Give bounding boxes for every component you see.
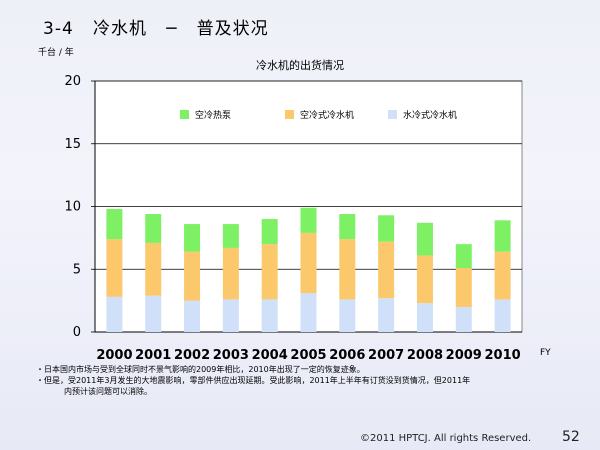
bar-water-cooled-chiller-2002 — [184, 300, 201, 332]
bar-air-cooled-chiller-2008 — [416, 255, 433, 304]
x-tick-label: 2007 — [368, 348, 404, 363]
x-tick-label: 2003 — [213, 348, 249, 363]
x-tick-label: 2000 — [96, 348, 132, 363]
bar-air-heat-pump-2002 — [184, 224, 201, 252]
bar-air-heat-pump-2003 — [222, 224, 239, 248]
bar-air-cooled-chiller-2000 — [106, 239, 123, 297]
footnote-2-continued: 内预计该问题可以消除。 — [64, 387, 152, 396]
legend-label: 空冷热泵 — [195, 109, 231, 121]
legend-label: 空冷式冷水机 — [300, 109, 354, 121]
y-unit-label: 千台 / 年 — [38, 48, 74, 58]
slide-title: 3-4 冷水机 ─ 普及状况 — [43, 19, 269, 39]
legend-swatch — [285, 110, 294, 119]
x-axis-label: FY — [540, 348, 551, 358]
y-tick-label: 20 — [64, 74, 81, 89]
bar-air-cooled-chiller-2005 — [300, 232, 317, 294]
bar-air-cooled-chiller-2002 — [184, 251, 201, 301]
bar-water-cooled-chiller-2004 — [261, 299, 278, 332]
x-tick-label: 2005 — [290, 348, 326, 363]
bar-air-heat-pump-2004 — [261, 219, 278, 245]
bar-air-heat-pump-2009 — [455, 244, 472, 268]
copyright-footer: ©2011 HPTCJ. All rights Reserved. — [360, 433, 532, 444]
bar-water-cooled-chiller-2008 — [416, 303, 433, 332]
legend-label: 水冷式冷水机 — [403, 109, 457, 121]
bar-air-heat-pump-2005 — [300, 207, 317, 233]
y-tick-label: 0 — [73, 325, 81, 340]
x-tick-label: 2002 — [174, 348, 210, 363]
bar-air-heat-pump-2010 — [494, 220, 511, 252]
bar-air-heat-pump-2007 — [378, 215, 395, 242]
legend-swatch — [388, 110, 397, 119]
bar-air-cooled-chiller-2004 — [261, 244, 278, 300]
bar-air-cooled-chiller-2001 — [145, 242, 162, 296]
bar-water-cooled-chiller-2009 — [455, 306, 472, 332]
bar-air-heat-pump-2001 — [145, 214, 162, 243]
bar-water-cooled-chiller-2001 — [145, 295, 162, 332]
bar-water-cooled-chiller-2007 — [378, 298, 395, 332]
x-tick-label: 2004 — [252, 348, 288, 363]
bar-air-cooled-chiller-2010 — [494, 251, 511, 300]
x-tick-label: 2010 — [484, 348, 520, 363]
x-tick-label: 2009 — [446, 348, 482, 363]
x-tick-label: 2008 — [407, 348, 443, 363]
footnote-2: ・但是，受2011年3月发生的大地震影响，零部件供应出现延期。受此影响，2011… — [36, 376, 471, 385]
bar-air-heat-pump-2008 — [416, 222, 433, 256]
bar-air-cooled-chiller-2009 — [455, 267, 472, 307]
bar-air-cooled-chiller-2007 — [378, 241, 395, 299]
bar-water-cooled-chiller-2005 — [300, 293, 317, 332]
chart-title: 冷水机的出货情况 — [256, 59, 344, 72]
bar-air-heat-pump-2006 — [339, 214, 356, 240]
bar-water-cooled-chiller-2003 — [222, 299, 239, 332]
bar-water-cooled-chiller-2006 — [339, 299, 356, 332]
y-tick-label: 15 — [64, 137, 81, 152]
page-number: 52 — [562, 429, 580, 445]
x-tick-label: 2001 — [135, 348, 171, 363]
bar-water-cooled-chiller-2000 — [106, 296, 123, 332]
y-tick-label: 5 — [73, 262, 81, 277]
bar-air-cooled-chiller-2006 — [339, 239, 356, 300]
footnote-1: ・日本国内市场与受到全球同时不景气影响的2009年相比，2010年出现了一定的恢… — [36, 365, 365, 374]
bar-water-cooled-chiller-2010 — [494, 299, 511, 332]
x-tick-label: 2006 — [329, 348, 365, 363]
footnotes: ・日本国内市场与受到全球同时不景气影响的2009年相比，2010年出现了一定的恢… — [36, 364, 470, 397]
y-tick-label: 10 — [64, 200, 81, 215]
bar-air-cooled-chiller-2003 — [222, 247, 239, 300]
bar-air-heat-pump-2000 — [106, 209, 123, 240]
legend-swatch — [180, 110, 189, 119]
